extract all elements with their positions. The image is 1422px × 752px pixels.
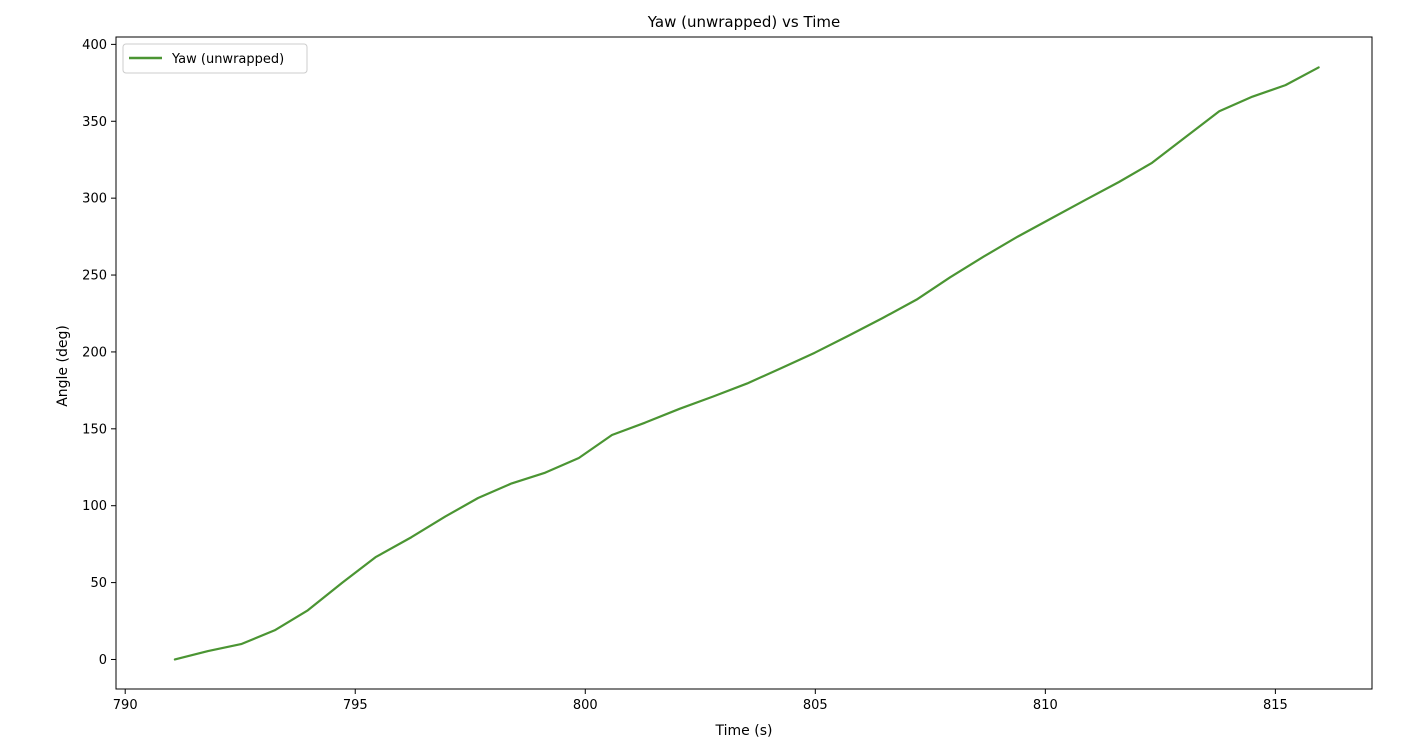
y-tick-label: 0: [99, 653, 107, 668]
y-tick-label: 50: [90, 576, 107, 591]
x-axis-label: Time (s): [715, 723, 773, 739]
legend-box: [122, 43, 308, 74]
y-tick-label: 300: [82, 192, 107, 207]
chart-title: Yaw (unwrapped) vs Time: [647, 13, 840, 31]
x-tick-label: 795: [343, 698, 368, 713]
y-tick-label: 150: [82, 422, 107, 437]
x-tick-label: 800: [573, 698, 598, 713]
x-tick-label: 810: [1033, 698, 1058, 713]
y-axis-label: Angle (deg): [55, 325, 71, 407]
y-tick-label: 100: [82, 499, 107, 514]
y-tick-label: 400: [82, 38, 107, 53]
legend: Yaw (unwrapped): [122, 43, 308, 74]
y-tick-label: 250: [82, 269, 107, 284]
plot-frame: [115, 36, 1373, 690]
legend-label: Yaw (unwrapped): [171, 52, 284, 67]
y-tick-label: 200: [82, 345, 107, 360]
x-tick-label: 815: [1263, 698, 1288, 713]
x-tick-label: 790: [113, 698, 138, 713]
axis-ticks: 790 795 800 805 810 815 0 50 100 150 200 250 300 350 4…: [82, 38, 1288, 713]
series-line-yaw: [173, 66, 1320, 661]
x-tick-label: 805: [803, 698, 828, 713]
plot-series: [173, 66, 1320, 661]
y-tick-label: 350: [82, 115, 107, 130]
